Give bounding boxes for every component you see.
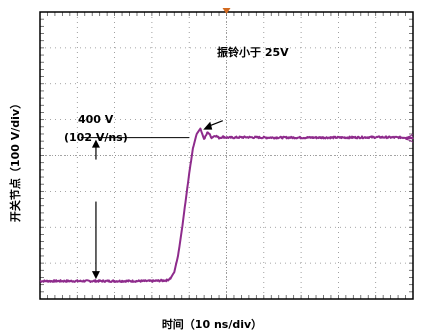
annotation-lines (81, 120, 223, 280)
arrow-down-head (91, 271, 100, 280)
y-axis-label: 开关节点（100 V/div） (9, 97, 22, 223)
arrow-up-head (91, 139, 100, 148)
x-axis-label: 时间（10 ns/div） (161, 318, 263, 331)
channel-edge-marker: ⋞ (404, 131, 414, 145)
ringing-note-label: 振铃小于 25V (217, 46, 289, 59)
waveform-trace (39, 127, 414, 283)
y-axis-label-container: 开关节点（100 V/div） (0, 0, 30, 334)
ringing-pointer-head (203, 121, 213, 130)
step-value-label: 400 V (78, 113, 114, 126)
slew-rate-label: (102 V/ns) (64, 131, 128, 144)
ringing-pointer-shaft (210, 120, 223, 127)
trigger-marker (222, 8, 231, 14)
markers: ⋞ (222, 8, 414, 145)
